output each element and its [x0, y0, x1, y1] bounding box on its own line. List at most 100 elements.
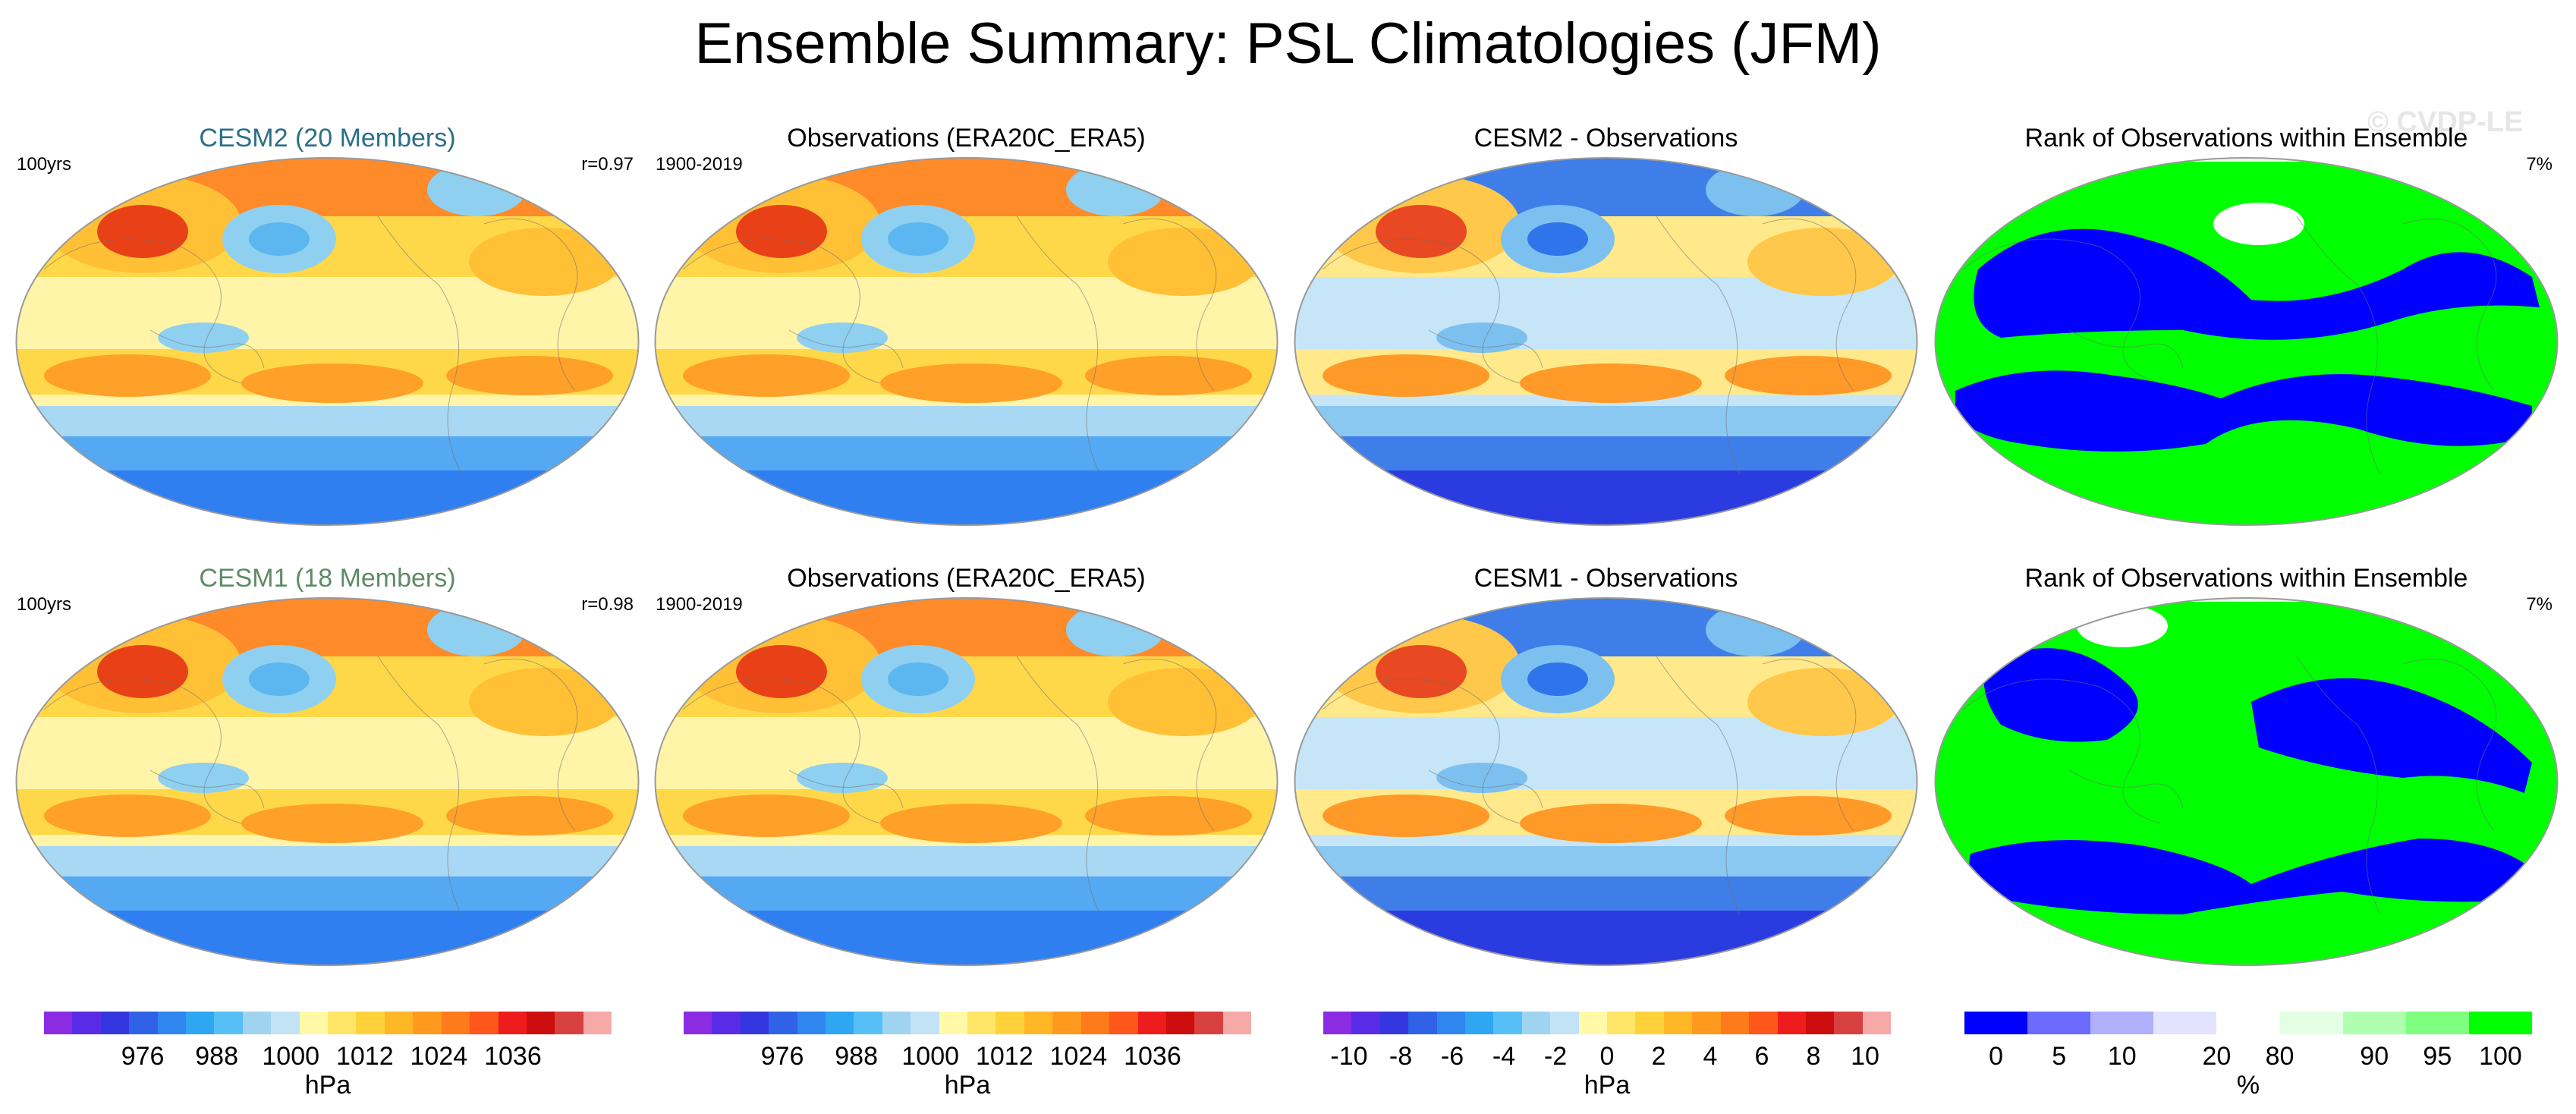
colorbar-tick-label: 1024: [410, 1042, 468, 1071]
coastline: [149, 769, 265, 809]
colorbar-swatch: [1465, 1012, 1494, 1034]
high-pressure-cell: [44, 354, 211, 397]
colorbar-swatch: [1777, 1012, 1806, 1034]
colorbar-swatch: [1749, 1012, 1778, 1034]
colorbar-tick-label: 10: [1851, 1042, 1879, 1071]
southern-band: [1294, 911, 1917, 965]
map-6: [654, 597, 1279, 966]
colorbar-swatch: [242, 1012, 272, 1034]
rank-mid-region: [2077, 605, 2168, 647]
colorbar-tick-label: 1036: [1124, 1042, 1181, 1071]
coastline: [1122, 658, 1217, 832]
colorbar-units: hPa: [304, 1071, 351, 1100]
southern-band: [655, 911, 1278, 965]
coastline: [1322, 238, 1521, 384]
colorbar-swatch: [967, 1012, 996, 1034]
colorbar-swatch: [100, 1012, 130, 1034]
colorbar-swatch: [1024, 1012, 1053, 1034]
coastline: [1122, 218, 1217, 392]
southern-band: [655, 436, 1278, 470]
panel-right-label: r=0.98: [581, 594, 634, 615]
colorbar-tick-label: 8: [1806, 1042, 1821, 1071]
coastline: [2402, 218, 2497, 392]
colorbar-swatch: [911, 1012, 939, 1034]
coastline: [1656, 216, 1741, 475]
coastline: [2402, 658, 2497, 832]
colorbar-swatch: [299, 1012, 329, 1034]
southern-band: [1294, 876, 1917, 911]
colorbar-swatch: [1194, 1012, 1223, 1034]
northern-band: [16, 158, 639, 216]
colorbar-tick-label: 0: [1989, 1042, 2004, 1071]
panel-title: CESM2 (20 Members): [199, 124, 456, 153]
northern-band: [16, 598, 639, 656]
colorbar-tick-label: 80: [2265, 1042, 2294, 1071]
panel-title: Observations (ERA20C_ERA5): [787, 564, 1146, 593]
colorbar-swatch: [2153, 1012, 2217, 1034]
coastline: [1656, 656, 1741, 915]
map-outline: [15, 597, 640, 966]
figure-title: Ensemble Summary: PSL Climatologies (JFM…: [694, 11, 1882, 76]
southern-band: [1294, 406, 1917, 436]
maritime-continent-low: [797, 763, 888, 793]
colorbar-swatch: [1080, 1012, 1110, 1034]
colorbar-swatch: [882, 1012, 911, 1034]
panel-left-label: 100yrs: [17, 594, 72, 615]
colorbar-units: hPa: [1584, 1071, 1631, 1100]
colorbar-swatch: [1408, 1012, 1437, 1034]
colorbar-swatch: [1436, 1012, 1466, 1034]
southern-band: [16, 911, 639, 965]
colorbar-4: [1964, 1012, 2532, 1034]
azores-high: [1747, 668, 1899, 736]
panel-left-label: 1900-2019: [656, 594, 743, 615]
colorbar-swatch: [1607, 1012, 1636, 1034]
panel-title: Observations (ERA20C_ERA5): [787, 124, 1146, 153]
aleutian-low-core: [1527, 222, 1588, 256]
map-7: [1294, 597, 1918, 966]
colorbar-swatch: [1137, 1012, 1166, 1034]
colorbar-swatch: [526, 1012, 555, 1034]
map-3: [1294, 157, 1918, 526]
colorbar-tick-label: 10: [2107, 1042, 2137, 1071]
colorbar-swatch: [1222, 1012, 1252, 1034]
panel-right-label: r=0.97: [581, 154, 634, 175]
coastline: [1962, 678, 2161, 824]
colorbar-swatch: [1964, 1012, 2028, 1034]
southern-band: [655, 406, 1278, 436]
colorbar-tick-label: 95: [2423, 1042, 2452, 1071]
colorbar-tick-label: 1012: [975, 1042, 1033, 1071]
azores-high: [1108, 668, 1260, 736]
coastline: [1016, 656, 1101, 915]
colorbar-swatch: [44, 1012, 73, 1034]
siberian-high-core: [1376, 645, 1467, 698]
colorbar-swatch: [769, 1012, 797, 1034]
colorbar-swatch: [583, 1012, 612, 1034]
aleutian-low-core: [888, 662, 948, 696]
high-pressure-cell: [1085, 356, 1252, 395]
maritime-continent-low: [1436, 763, 1527, 793]
colorbar-swatch: [2216, 1012, 2280, 1034]
colorbar-tick-label: 6: [1754, 1042, 1769, 1071]
high-pressure-cell: [1323, 795, 1489, 837]
colorbar-tick-label: 1036: [484, 1042, 542, 1071]
colorbar-swatch: [1109, 1012, 1138, 1034]
colorbar-swatch: [1521, 1012, 1551, 1034]
colorbar-tick-label: 976: [760, 1042, 804, 1071]
colorbar-tick-label: 988: [835, 1042, 879, 1071]
maritime-continent-low: [158, 763, 249, 793]
colorbar-swatch: [470, 1012, 499, 1034]
colorbar-swatch: [441, 1012, 470, 1034]
siberian-high-core: [1376, 205, 1467, 258]
colorbar-swatch: [384, 1012, 414, 1034]
panel-title: CESM2 - Observations: [1474, 124, 1738, 153]
northern-band: [655, 598, 1278, 656]
colorbar-tick-label: 1000: [901, 1042, 960, 1071]
high-pressure-cell: [1323, 354, 1489, 397]
colorbar-swatch: [740, 1012, 769, 1034]
rank-mid-region: [1935, 158, 2558, 162]
coastline: [149, 329, 265, 369]
colorbar-tick-label: 1012: [335, 1042, 394, 1071]
colorbar-swatch: [797, 1012, 826, 1034]
high-pressure-cell: [446, 796, 613, 836]
colorbar-tick-label: -6: [1440, 1042, 1464, 1071]
